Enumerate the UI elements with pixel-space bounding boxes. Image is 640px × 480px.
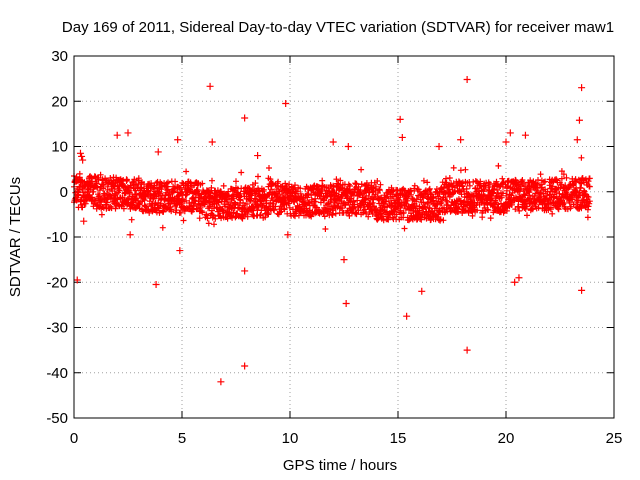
x-axis-label: GPS time / hours [283,457,397,474]
scatter-point [521,131,529,139]
scatter-point [435,143,443,150]
x-tick-label: 0 [70,430,78,447]
scatter-point [578,84,586,92]
y-tick-label: 30 [51,48,68,65]
scatter-point [241,362,249,370]
y-tick-label: 20 [51,93,68,110]
scatter-point [126,231,134,239]
y-tick-label: -50 [46,410,68,427]
scatter-point [113,131,121,139]
scatter-point [282,100,290,108]
scatter-point [217,378,225,386]
y-tick-label: 10 [51,139,68,156]
scatter-point [73,276,81,284]
scatter-point [254,152,262,160]
scatter-series [73,76,586,386]
scatter-point [418,287,426,295]
scatter-point [79,156,87,164]
x-tick-label: 15 [390,430,407,447]
y-tick-label: -10 [46,229,68,246]
scatter-point [154,148,162,156]
x-tick-label: 10 [282,430,299,447]
y-tick-label: -40 [46,365,68,382]
plot-frame [73,55,615,419]
scatter-point [329,138,337,146]
scatter-point [284,231,292,239]
scatter-point [241,267,249,275]
scatter-point [575,116,583,124]
x-tick-label: 25 [606,430,623,447]
scatter-point [502,138,510,146]
scatter-point [506,129,514,137]
scatter-point [344,143,352,150]
scatter-point [396,115,404,123]
scatter-point [463,346,471,354]
scatter-point [206,82,214,90]
x-tick-label: 5 [178,430,186,447]
scatter-point [176,247,184,255]
scatter-point [76,149,84,157]
scatter-point [78,152,86,160]
y-tick-label: -30 [46,320,68,337]
scatter-point [80,217,88,225]
scatter-point [241,114,249,122]
scatter-point [152,281,160,289]
scatter-point [463,76,471,84]
y-tick-label: -20 [46,274,68,291]
x-tick-label: 20 [498,430,515,447]
chart-title: Day 169 of 2011, Sidereal Day-to-day VTE… [62,19,614,36]
scatter-point [403,312,411,320]
y-axis-label: SDTVAR / TECUs [7,177,24,297]
scatter-point [511,278,519,286]
scatter-point [340,256,348,264]
scatter-point [342,300,350,308]
scatter-point [515,274,523,282]
scatter-point [208,138,216,146]
y-tick-label: 0 [60,184,68,201]
scatter-point [457,136,465,144]
scatter-point [398,133,406,141]
scatter-point [174,136,182,144]
scatter-point [124,129,132,137]
scatter-point [578,286,586,294]
grid-lines [74,56,614,418]
scatter-point [573,136,581,144]
